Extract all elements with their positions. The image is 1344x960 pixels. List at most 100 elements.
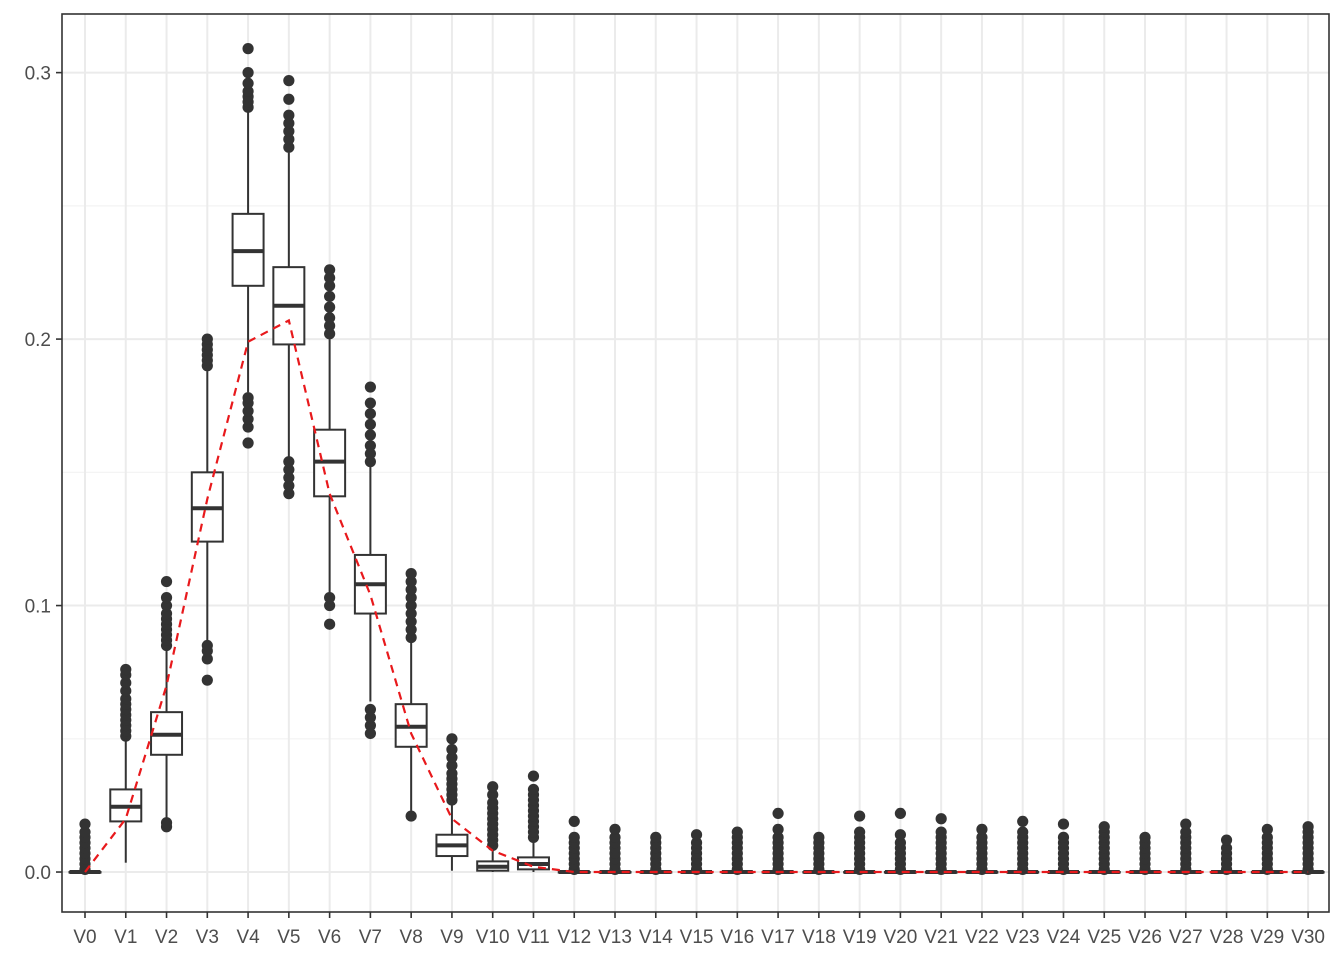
outlier-point bbox=[283, 125, 295, 137]
x-tick-label: V27 bbox=[1169, 927, 1203, 948]
outlier-point bbox=[242, 67, 254, 79]
outlier-point bbox=[364, 711, 376, 724]
box-V9 bbox=[435, 733, 469, 871]
outlier-point bbox=[324, 618, 336, 630]
outlier-point bbox=[1017, 815, 1029, 828]
outlier-point bbox=[364, 703, 376, 716]
outlier-point bbox=[405, 615, 417, 628]
outlier-point bbox=[405, 591, 417, 604]
x-tick-label: V29 bbox=[1250, 927, 1284, 948]
outlier-point bbox=[446, 767, 458, 780]
reference-dashed-line bbox=[84, 318, 1309, 874]
outlier-point bbox=[854, 826, 866, 838]
outlier-point bbox=[487, 789, 499, 801]
outlier-point bbox=[731, 826, 743, 838]
outlier-point bbox=[446, 733, 458, 745]
reference-line-layer bbox=[84, 318, 1309, 874]
box-V19 bbox=[843, 810, 877, 875]
outlier-point bbox=[242, 413, 254, 425]
x-tick-label: V19 bbox=[843, 927, 877, 948]
outlier-point bbox=[405, 810, 417, 822]
outlier-point bbox=[201, 674, 213, 686]
outlier-point bbox=[446, 743, 458, 756]
outlier-point bbox=[324, 272, 336, 284]
x-tick-label: V6 bbox=[318, 927, 341, 948]
outlier-point bbox=[1017, 826, 1029, 838]
outlier-point bbox=[487, 797, 499, 809]
y-tick-label: 0.3 bbox=[25, 64, 51, 85]
outlier-point bbox=[79, 818, 91, 830]
outlier-point bbox=[283, 75, 295, 87]
x-tick-label: V4 bbox=[236, 927, 260, 948]
outlier-point bbox=[405, 607, 417, 620]
outlier-point bbox=[1180, 826, 1192, 838]
box-V5 bbox=[272, 75, 306, 500]
outlier-point bbox=[1139, 831, 1151, 843]
outlier-point bbox=[1261, 831, 1273, 843]
outlier-point bbox=[364, 456, 376, 468]
x-tick-label: V9 bbox=[440, 927, 463, 948]
outlier-point bbox=[894, 837, 907, 849]
outlier-point bbox=[324, 312, 336, 324]
outlier-point bbox=[772, 807, 784, 820]
outlier-point bbox=[405, 567, 417, 580]
x-tick-label: V16 bbox=[720, 927, 754, 948]
x-tick-label: V7 bbox=[359, 927, 382, 948]
outlier-point bbox=[324, 264, 336, 276]
outlier-point bbox=[120, 677, 132, 689]
box-V7 bbox=[353, 381, 387, 740]
outlier-point bbox=[690, 837, 703, 849]
x-tick-label: V17 bbox=[761, 927, 795, 948]
outlier-point bbox=[283, 93, 295, 105]
x-tick-label: V14 bbox=[639, 927, 673, 948]
outlier-point bbox=[690, 829, 703, 841]
x-tick-label: V11 bbox=[517, 927, 549, 948]
outlier-point bbox=[364, 397, 376, 409]
outlier-point bbox=[527, 783, 540, 796]
outlier-point bbox=[568, 815, 580, 828]
x-tick-label: V8 bbox=[400, 927, 423, 948]
box-V3 bbox=[190, 333, 224, 686]
outlier-point bbox=[201, 639, 213, 652]
box-V8 bbox=[394, 567, 428, 822]
x-tick-label: V12 bbox=[557, 927, 591, 948]
outlier-point bbox=[1180, 818, 1192, 830]
outlier-point bbox=[364, 429, 376, 441]
outlier-point bbox=[1220, 834, 1233, 846]
x-tick-label: V26 bbox=[1128, 927, 1162, 948]
box-V12 bbox=[557, 815, 591, 875]
outlier-point bbox=[201, 333, 213, 345]
outlier-point bbox=[1302, 821, 1314, 833]
x-tick-label: V22 bbox=[965, 927, 999, 948]
outlier-point bbox=[242, 77, 254, 89]
outlier-point bbox=[324, 301, 336, 313]
outlier-point bbox=[160, 591, 173, 604]
outlier-point bbox=[813, 831, 825, 843]
box-V13 bbox=[598, 823, 632, 875]
outlier-point bbox=[324, 280, 336, 292]
y-tick-label: 0.2 bbox=[25, 330, 51, 351]
outlier-point bbox=[976, 823, 988, 835]
outlier-point bbox=[324, 328, 336, 340]
outlier-point bbox=[283, 456, 295, 468]
outlier-point bbox=[364, 381, 376, 393]
outlier-point bbox=[854, 810, 866, 822]
outlier-point bbox=[568, 831, 580, 843]
box-V11 bbox=[516, 770, 550, 873]
x-tick-label: V10 bbox=[476, 927, 510, 948]
outlier-point bbox=[79, 826, 91, 838]
outlier-point bbox=[242, 392, 254, 404]
x-tick-label: V23 bbox=[1006, 927, 1040, 948]
outlier-point bbox=[446, 751, 458, 764]
x-tick-label: V20 bbox=[883, 927, 917, 948]
outlier-point bbox=[160, 817, 173, 829]
outlier-point bbox=[160, 607, 173, 620]
outlier-point bbox=[364, 727, 376, 740]
outlier-point bbox=[324, 599, 336, 612]
outlier-point bbox=[1098, 821, 1110, 833]
box-V29 bbox=[1250, 823, 1284, 875]
outlier-point bbox=[283, 464, 295, 476]
outlier-point bbox=[364, 719, 376, 732]
outlier-point bbox=[405, 631, 417, 644]
